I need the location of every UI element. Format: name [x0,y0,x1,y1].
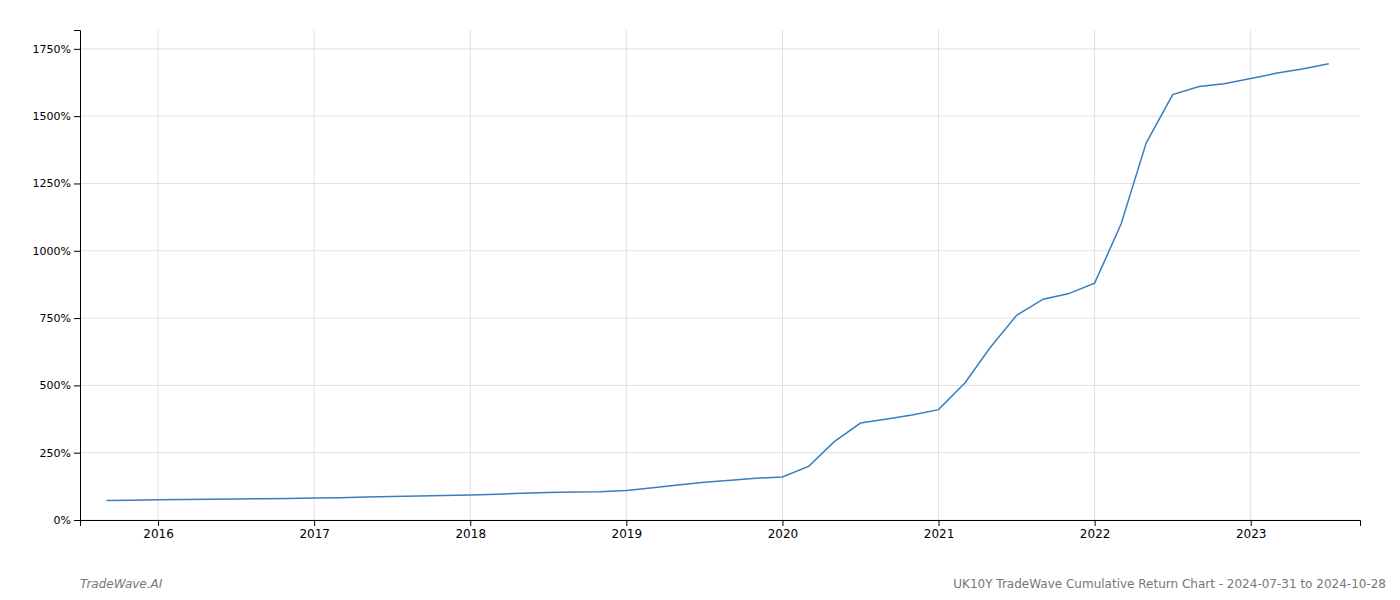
grid-line [782,30,783,520]
grid-line [1094,30,1095,520]
x-tick-label: 2019 [612,527,643,541]
y-tick-mark [74,49,80,50]
x-tick: 2022 [1080,520,1111,541]
y-tick-label: 500% [40,379,71,392]
x-axis: 2016 2017 2018 2019 2020 2021 2022 2023 [81,520,1361,541]
x-tick-label: 2023 [1236,527,1267,541]
grid-line [1250,30,1251,520]
y-tick: 500% [40,379,80,392]
footer-left: TradeWave.AI [80,577,163,591]
marks [107,64,1329,501]
y-tick: 250% [40,447,80,460]
y-tick: 1500% [33,110,80,123]
x-tick-mark [782,520,783,526]
x-tick: 2016 [143,520,174,541]
x-tick-mark [939,520,940,526]
grid-line [626,30,627,520]
y-tick-mark [74,520,80,521]
grid-line [80,48,1360,49]
x-tick-label: 2017 [299,527,330,541]
y-tick-label: 1000% [33,245,71,258]
y-tick-label: 1250% [33,177,71,190]
y-tick-label: 750% [40,312,71,325]
x-tick-label: 2020 [768,527,799,541]
y-tick-mark [74,318,80,319]
grid-line [80,318,1360,319]
grid-line [470,30,471,520]
grid-line [314,30,315,520]
x-tick-mark [626,520,627,526]
x-tick: 2020 [768,520,799,541]
x-tick: 2018 [455,520,486,541]
y-tick-label: 0% [54,514,71,527]
grid-line [80,452,1360,453]
x-tick: 2017 [299,520,330,541]
y-tick: 1000% [33,245,80,258]
grid-line [80,116,1360,117]
x-tick-mark [470,520,471,526]
grid-line [80,250,1360,251]
y-tick: 0% [54,514,80,527]
y-tick-mark [74,183,80,184]
y-tick: 1250% [33,177,80,190]
footer-right: UK10Y TradeWave Cumulative Return Chart … [953,577,1386,591]
x-tick: 2023 [1236,520,1267,541]
x-tick-label: 2022 [1080,527,1111,541]
x-tick-mark [314,520,315,526]
x-tick: 2019 [612,520,643,541]
x-tick-label: 2018 [455,527,486,541]
y-tick-mark [74,385,80,386]
grid-line [158,30,159,520]
x-tick-mark [158,520,159,526]
y-tick-label: 250% [40,447,71,460]
plot-area: 2016 2017 2018 2019 2020 2021 2022 2023 0% 250% 50… [33,30,1361,541]
x-tick-mark [1251,520,1252,526]
y-tick-mark [74,116,80,117]
y-tick-label: 1750% [33,43,71,56]
y-tick: 750% [40,312,80,325]
grid-line [80,183,1360,184]
x-tick-label: 2021 [924,527,955,541]
x-tick: 2021 [924,520,955,541]
grid-line [80,385,1360,386]
y-tick-mark [74,251,80,252]
x-tick-mark [1095,520,1096,526]
grid [80,30,1360,520]
y-axis-line [74,31,81,521]
x-axis-line [81,521,1361,527]
grid-line [938,30,939,520]
y-axis: 0% 250% 500% 750% 1000% 1250% 1500% 1750% [33,31,81,528]
line [107,64,1329,501]
chart: 2016 2017 2018 2019 2020 2021 2022 2023 0% 250% 50… [0,0,1400,600]
x-tick-label: 2016 [143,527,174,541]
y-tick-label: 1500% [33,110,71,123]
y-tick-mark [74,453,80,454]
y-tick: 1750% [33,43,80,56]
